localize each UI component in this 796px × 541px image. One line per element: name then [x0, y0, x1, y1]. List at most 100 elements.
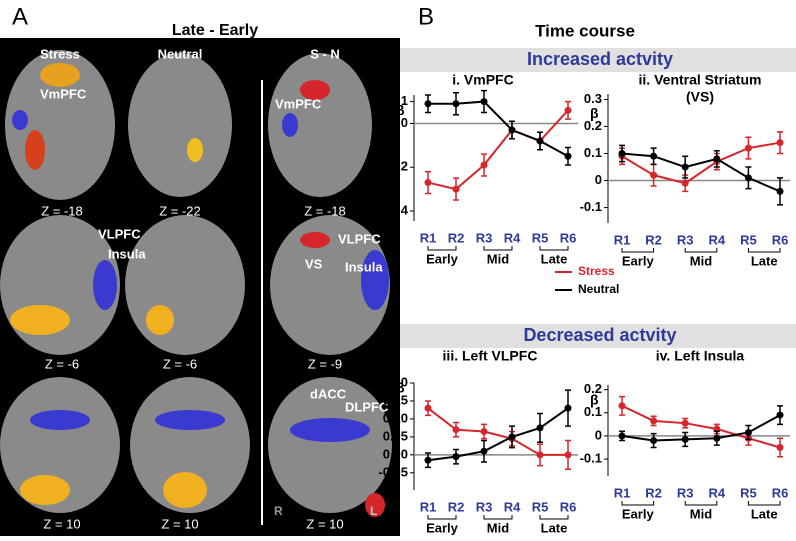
y-tick-label: -0.1 — [580, 450, 602, 465]
group-label: Mid — [690, 253, 712, 268]
z-label: Z = -18 — [304, 203, 346, 218]
data-point — [650, 152, 658, 160]
data-point — [508, 433, 516, 441]
data-point — [424, 404, 432, 412]
group-bracket — [483, 515, 513, 520]
y-tick-label: 0.00 — [383, 446, 408, 461]
y-tick-label: 0.20 — [383, 374, 408, 389]
data-point — [480, 161, 488, 169]
series-line — [621, 404, 781, 449]
region-label: DLPFC — [345, 399, 389, 414]
x-tick-label: R3 — [677, 485, 694, 500]
x-tick-label: R4 — [708, 232, 725, 247]
y-tick-label: 0 — [595, 427, 602, 442]
group-label: Late — [541, 251, 568, 266]
y-tick-label: 0.1 — [584, 404, 602, 419]
group-bracket — [539, 515, 569, 520]
x-tick-label: R1 — [614, 232, 631, 247]
group-bracket — [427, 515, 457, 520]
x-tick-label: R4 — [708, 485, 725, 500]
banner — [400, 324, 796, 348]
group-label: Early — [622, 506, 655, 521]
z-label: Z = -18 — [41, 203, 83, 218]
data-point — [681, 419, 689, 427]
x-tick-label: R6 — [560, 230, 577, 245]
y-axis-label: β — [396, 380, 405, 396]
group-bracket — [747, 501, 781, 506]
panel-label: B — [418, 3, 434, 30]
group-bracket — [684, 248, 718, 253]
data-point — [564, 106, 572, 114]
chart-subtitle: (VS) — [686, 89, 714, 105]
x-tick-label: R5 — [740, 232, 757, 247]
group-label: Late — [541, 520, 568, 535]
data-point — [744, 428, 752, 436]
z-labels: Z = -18 Z = -22 Z = -18 Z = -6 Z = -6 Z = -9 Z… — [41, 203, 346, 531]
group-bracket — [621, 501, 655, 506]
z-label: Z = -9 — [308, 356, 342, 371]
data-point — [452, 100, 460, 108]
panel-title: Time course — [535, 21, 635, 40]
region-label: VS — [305, 256, 323, 271]
y-tick-label: -0.4 — [386, 202, 409, 217]
y-tick-label: 0.1 — [390, 93, 408, 108]
group-label: Mid — [487, 251, 509, 266]
data-point — [536, 424, 544, 432]
group-bracket — [621, 248, 655, 253]
y-tick-label: 0 — [401, 115, 408, 130]
data-point — [564, 404, 572, 412]
group-bracket — [483, 246, 513, 251]
y-tick-label: 0.3 — [584, 91, 602, 106]
data-point — [424, 100, 432, 108]
series-line — [621, 414, 781, 442]
data-point — [424, 179, 432, 187]
data-point — [536, 451, 544, 459]
data-point — [744, 174, 752, 182]
group-bracket — [684, 501, 718, 506]
x-tick-label: R5 — [532, 499, 549, 514]
region-label: Insula — [345, 259, 383, 274]
z-label: Z = -6 — [45, 356, 79, 371]
series-line — [621, 152, 781, 193]
data-point — [480, 428, 488, 435]
x-tick-label: R6 — [560, 499, 577, 514]
data-point — [776, 411, 784, 419]
y-tick-label: -0.1 — [580, 199, 602, 214]
data-point — [618, 432, 626, 440]
x-tick-label: R4 — [504, 230, 521, 245]
data-point — [480, 447, 488, 455]
group-label: Early — [426, 520, 459, 535]
chart-title: i. VmPFC — [452, 72, 513, 88]
x-tick-label: R2 — [645, 232, 662, 247]
series-line — [621, 141, 781, 185]
z-label: Z = -22 — [159, 203, 201, 218]
chart-title: iii. Left VLPFC — [443, 348, 538, 364]
data-point — [618, 150, 626, 157]
region-label: VLPFC — [98, 226, 141, 241]
panel-label: A — [12, 3, 28, 30]
group-label: Early — [426, 251, 459, 266]
data-point — [564, 152, 572, 160]
y-axis-label: β — [396, 102, 405, 118]
x-tick-label: R2 — [645, 485, 662, 500]
column-label: Neutral — [158, 46, 203, 61]
banner-text: Increased actvity — [527, 49, 673, 69]
y-tick-label: -0.2 — [386, 159, 408, 174]
data-point — [713, 434, 721, 442]
banner-text: Decreased actvity — [523, 325, 676, 345]
y-tick-label: 0.05 — [383, 428, 408, 443]
column-label: S - N — [310, 46, 340, 61]
group-label: Late — [751, 253, 778, 268]
x-tick-label: R6 — [772, 232, 789, 247]
orientation-label: R — [274, 504, 283, 518]
z-label: Z = 10 — [161, 516, 198, 531]
series-line — [427, 109, 569, 191]
data-point — [650, 437, 658, 445]
legend-label: Neutral — [578, 282, 619, 296]
group-bracket — [539, 246, 569, 251]
x-tick-label: R1 — [614, 485, 631, 500]
y-tick-label: 0.1 — [584, 145, 602, 160]
orientation-label: L — [370, 504, 377, 518]
x-tick-label: R6 — [772, 485, 789, 500]
series-line — [427, 407, 568, 456]
